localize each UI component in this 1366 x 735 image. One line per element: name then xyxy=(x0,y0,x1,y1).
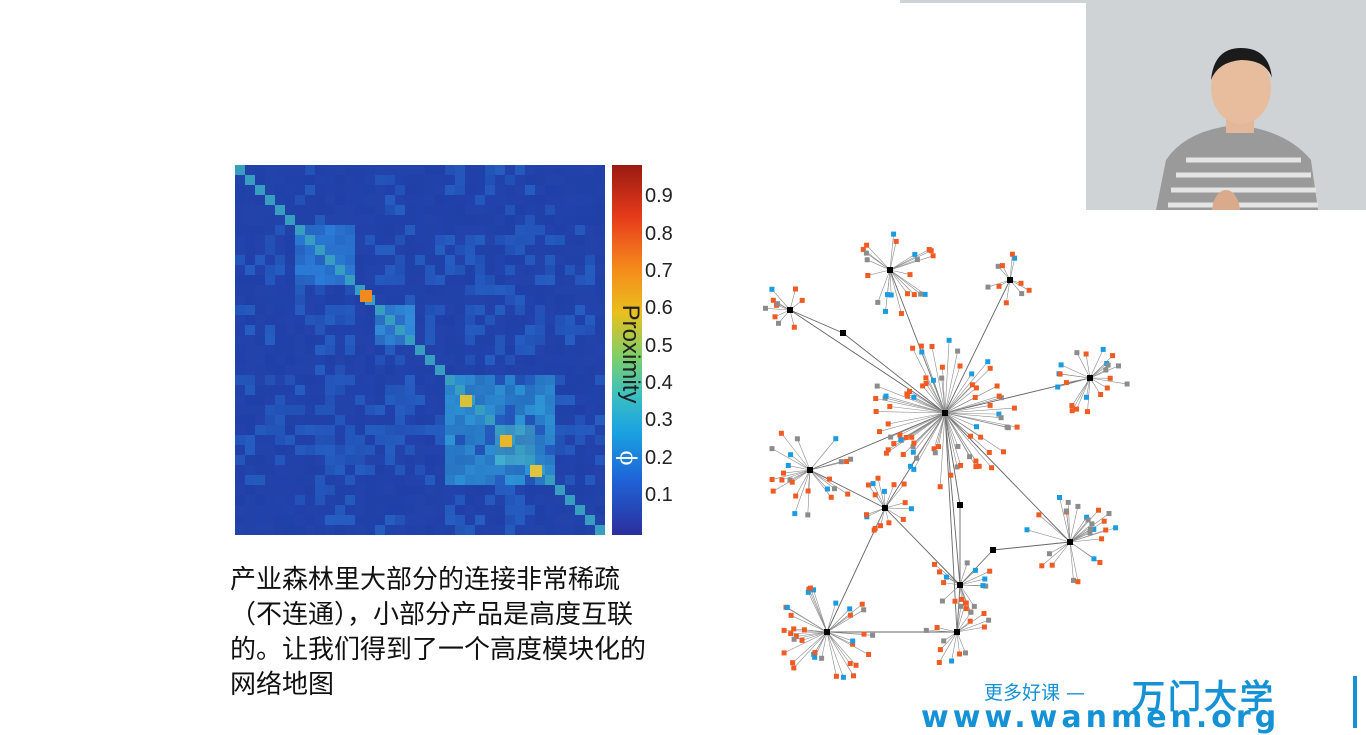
colorbar-tick: 0.6 xyxy=(645,298,673,318)
colorbar-tick: 0.4 xyxy=(645,373,673,393)
caption-line: 网络地图 xyxy=(230,668,730,703)
watermark-url: www.wanmen.org xyxy=(921,700,1280,735)
wanmen-watermark: 更多好课 — 万门大学 www.wanmen.org xyxy=(946,668,1366,731)
caption-line: （不连通），小部分产品是高度互联 xyxy=(230,598,730,633)
proximity-heatmap xyxy=(235,165,605,535)
heatmap-canvas xyxy=(235,165,605,535)
colorbar-tick: 0.5 xyxy=(645,336,673,356)
colorbar-tick: 0.7 xyxy=(645,261,673,281)
caption-line: 的。让我们得到了一个高度模块化的 xyxy=(230,633,730,668)
presenter-video xyxy=(1086,0,1366,210)
colorbar-tick: 0.2 xyxy=(645,448,673,468)
colorbar-symbol: ϕ xyxy=(619,446,635,472)
colorbar-tick: 0.9 xyxy=(645,186,673,206)
caption-line: 产业森林里大部分的连接非常稀疏 xyxy=(230,563,730,598)
presenter-webcam xyxy=(1086,0,1366,210)
colorbar-tick: 0.3 xyxy=(645,410,673,430)
product-space-network xyxy=(745,200,1145,700)
colorbar-tick: 0.8 xyxy=(645,224,673,244)
colorbar-label: Proximity xyxy=(615,282,645,422)
slide-caption: 产业森林里大部分的连接非常稀疏 （不连通），小部分产品是高度互联 的。让我们得到… xyxy=(230,563,730,703)
colorbar-tick: 0.1 xyxy=(645,485,673,505)
watermark-divider xyxy=(1353,676,1357,728)
